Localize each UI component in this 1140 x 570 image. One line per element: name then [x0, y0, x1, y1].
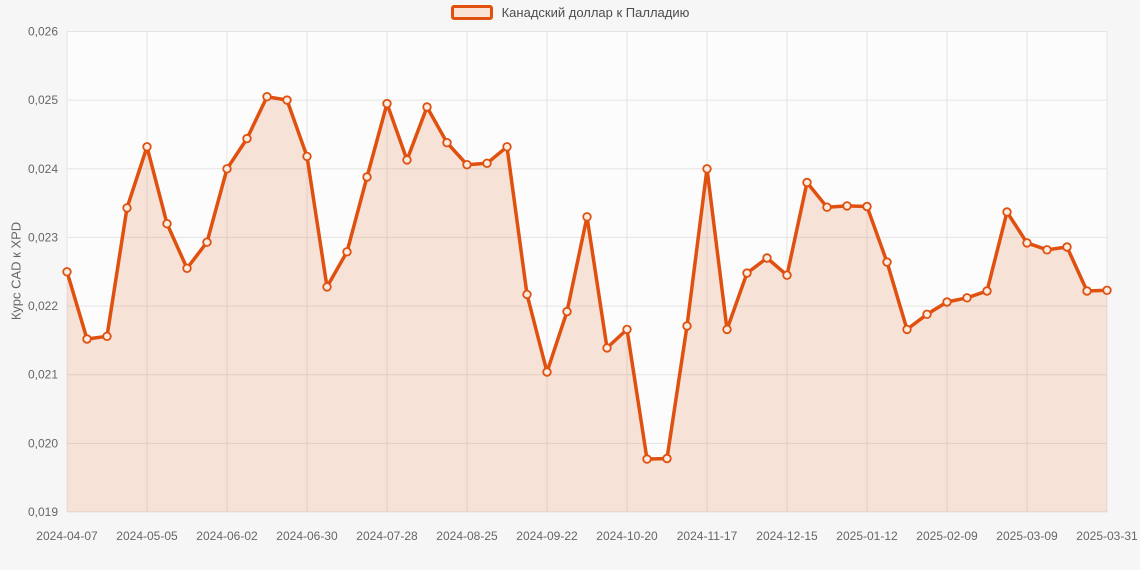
svg-text:0,024: 0,024: [28, 162, 58, 176]
svg-text:2024-09-22: 2024-09-22: [516, 529, 578, 543]
svg-text:2024-05-05: 2024-05-05: [116, 529, 178, 543]
legend-item[interactable]: Канадский доллар к Палладию: [0, 5, 1140, 20]
svg-text:0,025: 0,025: [28, 93, 58, 107]
legend-label: Канадский доллар к Палладию: [501, 5, 690, 20]
svg-text:2024-04-07: 2024-04-07: [36, 529, 98, 543]
svg-text:2024-07-28: 2024-07-28: [356, 529, 418, 543]
svg-text:0,022: 0,022: [28, 299, 58, 313]
svg-text:2024-08-25: 2024-08-25: [436, 529, 498, 543]
svg-text:2025-02-09: 2025-02-09: [916, 529, 978, 543]
y-axis-title: Курс CAD к XPD: [8, 221, 24, 321]
svg-text:0,019: 0,019: [28, 505, 58, 519]
svg-text:0,020: 0,020: [28, 436, 58, 450]
svg-text:0,023: 0,023: [28, 230, 58, 244]
legend-swatch-icon: [450, 5, 493, 20]
svg-text:0,026: 0,026: [28, 25, 58, 39]
svg-text:2024-10-20: 2024-10-20: [596, 529, 658, 543]
svg-text:2024-12-15: 2024-12-15: [756, 529, 818, 543]
svg-text:2024-06-02: 2024-06-02: [196, 529, 258, 543]
svg-text:0,021: 0,021: [28, 368, 58, 382]
svg-text:2024-06-30: 2024-06-30: [276, 529, 338, 543]
svg-text:2025-01-12: 2025-01-12: [836, 529, 898, 543]
svg-text:2025-03-09: 2025-03-09: [996, 529, 1058, 543]
svg-text:2024-11-17: 2024-11-17: [677, 529, 738, 543]
svg-text:2025-03-31: 2025-03-31: [1076, 529, 1138, 543]
